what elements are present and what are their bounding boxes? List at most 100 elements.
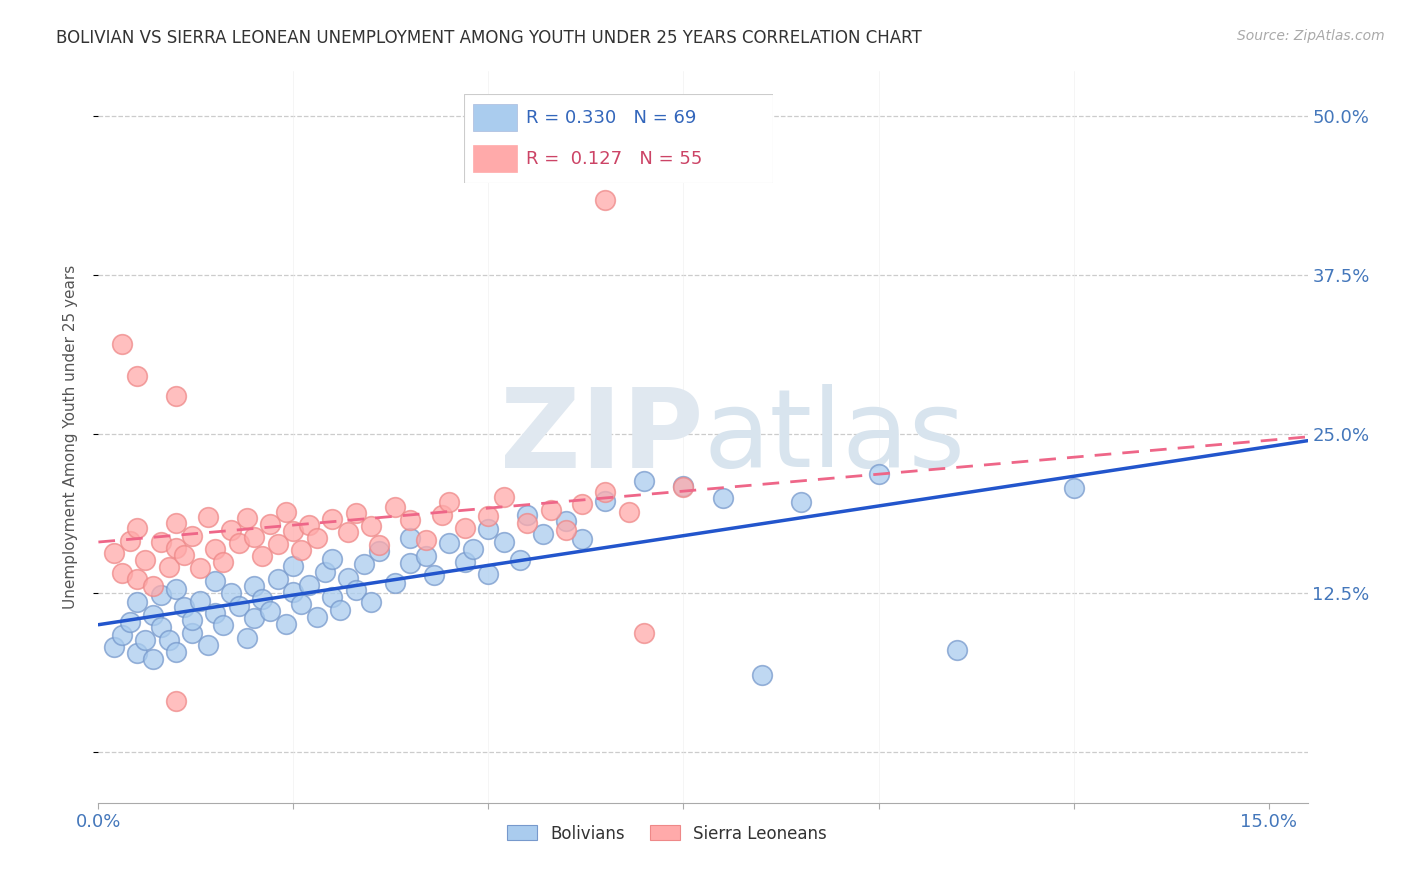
Point: [111, 336, 134, 351]
Legend: Bolivians, Sierra Leoneans: Bolivians, Sierra Leoneans: [501, 818, 834, 849]
Point: [868, 467, 890, 482]
Point: [454, 555, 477, 569]
Point: [118, 615, 141, 629]
Point: [228, 599, 250, 613]
Y-axis label: Unemployment Among Youth under 25 years: Unemployment Among Youth under 25 years: [63, 265, 77, 609]
Text: ZIP: ZIP: [499, 384, 703, 491]
Point: [259, 517, 281, 532]
Point: [165, 645, 187, 659]
Point: [360, 519, 382, 533]
Point: [368, 538, 391, 552]
Point: [555, 514, 578, 528]
Point: [212, 618, 235, 632]
Point: [149, 620, 172, 634]
Point: [188, 593, 211, 607]
Point: [516, 516, 538, 530]
Point: [353, 558, 375, 572]
Point: [127, 368, 149, 383]
Point: [165, 516, 187, 530]
Point: [274, 616, 297, 631]
Point: [111, 627, 134, 641]
Point: [751, 667, 773, 681]
Point: [711, 491, 734, 505]
FancyBboxPatch shape: [474, 145, 516, 172]
Point: [181, 613, 204, 627]
Point: [165, 694, 187, 708]
Point: [111, 566, 134, 580]
Text: atlas: atlas: [703, 384, 965, 490]
Point: [633, 474, 655, 488]
Text: R =  0.127   N = 55: R = 0.127 N = 55: [526, 150, 702, 168]
Point: [633, 625, 655, 640]
Point: [252, 591, 274, 606]
Point: [672, 480, 695, 494]
Point: [181, 529, 204, 543]
Point: [243, 611, 266, 625]
Point: [103, 546, 125, 560]
Point: [243, 579, 266, 593]
Point: [274, 505, 297, 519]
Point: [283, 584, 305, 599]
Point: [243, 530, 266, 544]
Point: [368, 544, 391, 558]
Point: [204, 574, 226, 588]
Point: [165, 541, 187, 556]
Point: [305, 531, 328, 545]
Point: [142, 652, 165, 666]
Point: [181, 625, 204, 640]
Point: [461, 541, 484, 556]
FancyBboxPatch shape: [474, 104, 516, 131]
Point: [283, 559, 305, 574]
Point: [344, 506, 367, 520]
Point: [314, 565, 336, 579]
Point: [555, 523, 578, 537]
Point: [399, 531, 422, 545]
Text: Source: ZipAtlas.com: Source: ZipAtlas.com: [1237, 29, 1385, 43]
Point: [337, 525, 360, 540]
Point: [423, 568, 446, 582]
Point: [439, 536, 461, 550]
Point: [617, 505, 640, 519]
Point: [149, 588, 172, 602]
Point: [149, 534, 172, 549]
Point: [516, 508, 538, 523]
Point: [321, 552, 343, 566]
Point: [228, 536, 250, 550]
Point: [173, 548, 195, 562]
Point: [290, 597, 312, 611]
Point: [267, 536, 290, 550]
Point: [384, 575, 406, 590]
Point: [321, 590, 343, 604]
Point: [157, 632, 180, 647]
Point: [103, 640, 125, 655]
Point: [252, 549, 274, 563]
Point: [509, 553, 531, 567]
Point: [494, 534, 516, 549]
Point: [540, 503, 562, 517]
Point: [219, 523, 242, 537]
Point: [127, 646, 149, 660]
Point: [134, 633, 156, 648]
Point: [672, 479, 695, 493]
Point: [134, 553, 156, 567]
Point: [127, 572, 149, 586]
Point: [477, 508, 499, 523]
Point: [571, 533, 593, 547]
Point: [204, 606, 226, 620]
Point: [344, 583, 367, 598]
Point: [142, 607, 165, 622]
Point: [173, 600, 195, 615]
Point: [305, 609, 328, 624]
Point: [259, 604, 281, 618]
Point: [204, 541, 226, 556]
Point: [283, 524, 305, 538]
Point: [477, 566, 499, 581]
Point: [399, 514, 422, 528]
Point: [127, 595, 149, 609]
Point: [789, 495, 811, 509]
Point: [454, 521, 477, 535]
Point: [399, 556, 422, 570]
Point: [945, 643, 967, 657]
Point: [188, 560, 211, 574]
Point: [415, 533, 437, 547]
